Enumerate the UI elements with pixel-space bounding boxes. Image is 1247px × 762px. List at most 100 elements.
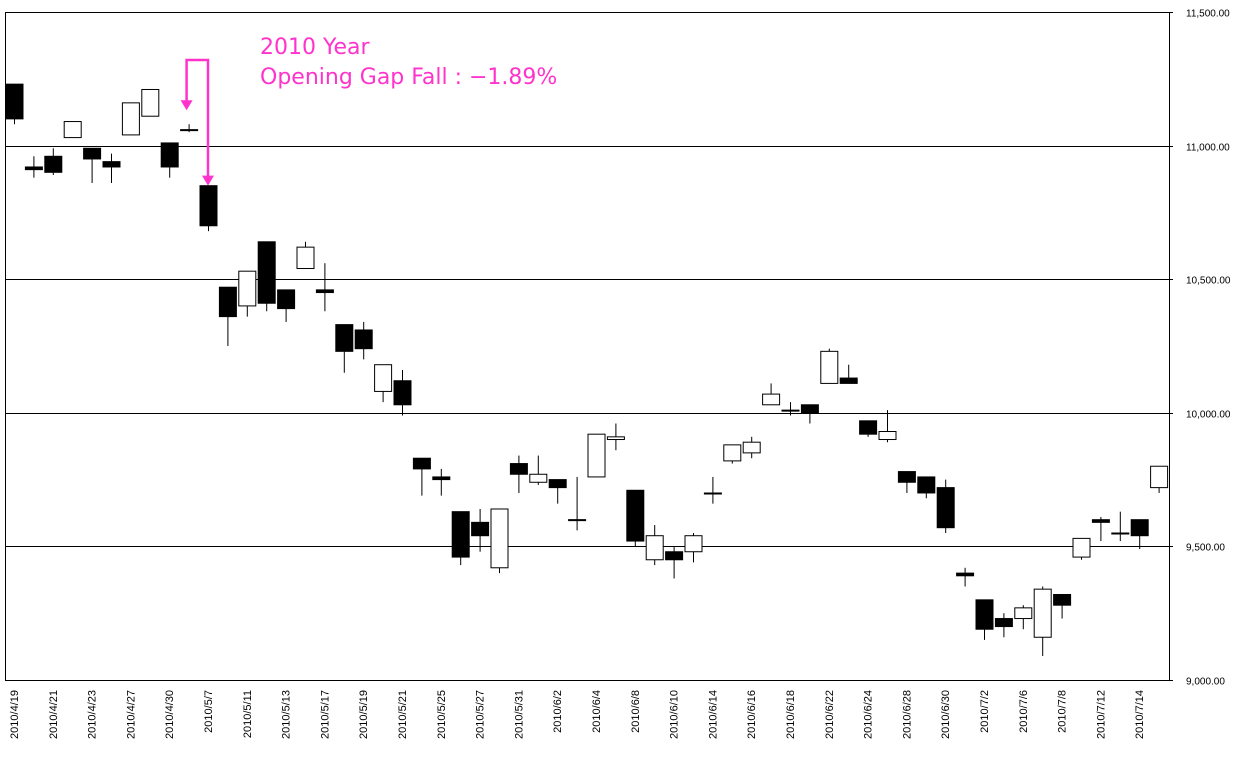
- candle: [1091, 517, 1110, 542]
- candle: [1111, 511, 1130, 542]
- x-axis-labels: 2010/4/19 2010/4/21 2010/4/23 2010/4/27 2010…: [9, 690, 1146, 739]
- candle: [44, 148, 63, 175]
- x-tick-label: 2010/4/27: [125, 690, 137, 739]
- candle-body: [529, 473, 548, 483]
- candle-body: [839, 377, 858, 384]
- y-axis-labels: 9,000.00 9,500.00 10,000.00 10,500.00 11,000…: [1186, 9, 1231, 688]
- candle-body: [859, 420, 878, 435]
- candle: [800, 404, 819, 424]
- x-tick-label: 2010/5/31: [513, 690, 525, 739]
- candle-body: [102, 161, 121, 168]
- candle: [859, 420, 878, 437]
- candle-body: [897, 471, 916, 483]
- candle-body: [800, 404, 819, 414]
- gap-bracket: [185, 58, 210, 184]
- candle-body: [742, 441, 761, 454]
- candle: [839, 364, 858, 384]
- candle-body: [820, 350, 839, 384]
- candle-body: [83, 147, 102, 160]
- arrow-head-right: [202, 175, 214, 186]
- candle: [354, 321, 373, 360]
- y-tick-label: 10,000.00: [1186, 410, 1231, 421]
- candle-body: [606, 436, 625, 441]
- x-tick-label: 2010/6/22: [824, 690, 836, 739]
- candle: [160, 142, 179, 178]
- candle: [315, 263, 334, 312]
- x-tick-label: 2010/6/16: [746, 690, 758, 739]
- candle-body: [723, 444, 742, 462]
- x-tick-label: 2010/5/27: [475, 690, 487, 739]
- x-tick-label: 2010/5/11: [242, 690, 254, 738]
- candle: [218, 286, 237, 346]
- x-tick-label: 2010/5/7: [203, 690, 215, 733]
- x-tick-label: 2010/4/23: [87, 690, 99, 739]
- y-tick-label: 11,500.00: [1186, 9, 1230, 20]
- candle-body: [354, 329, 373, 350]
- candle: [509, 455, 528, 493]
- candle: [781, 402, 800, 416]
- candle: [83, 147, 102, 184]
- candle-body: [393, 380, 412, 406]
- x-tick-label: 2010/6/8: [630, 690, 642, 733]
- candle-body: [878, 431, 897, 441]
- candle-body: [121, 102, 140, 136]
- x-tick-label: 2010/5/13: [281, 690, 293, 739]
- x-tick-label: 2010/4/19: [9, 690, 21, 739]
- x-tick-label: 2010/5/19: [358, 690, 370, 739]
- candle-body: [296, 246, 315, 270]
- candle: [102, 153, 121, 184]
- candle-body: [1150, 465, 1169, 489]
- candle-body: [1033, 588, 1052, 638]
- candle: [1072, 537, 1091, 560]
- arrow-head-left: [180, 100, 193, 111]
- candle: [645, 525, 664, 566]
- candle: [335, 324, 354, 373]
- candle: [199, 185, 218, 232]
- candle-body: [412, 457, 431, 470]
- plot-area: [5, 12, 1170, 681]
- candle-body: [994, 618, 1013, 628]
- candle-body: [218, 286, 237, 318]
- candle-body: [335, 324, 354, 352]
- candle: [723, 444, 742, 464]
- candle: [548, 479, 567, 504]
- candle: [141, 88, 160, 117]
- candle-body: [956, 572, 975, 577]
- x-tick-label: 2010/6/18: [785, 690, 797, 739]
- candle-body: [626, 489, 645, 542]
- candle: [238, 270, 257, 317]
- candle-body: [1053, 593, 1072, 606]
- gap-arrows: [180, 58, 214, 186]
- candle-body: [548, 479, 567, 489]
- candle: [917, 476, 936, 499]
- candle: [296, 241, 315, 270]
- candle-body: [1014, 607, 1033, 620]
- candle-body: [432, 476, 451, 481]
- candle: [121, 102, 140, 136]
- x-tick-label: 2010/7/8: [1057, 690, 1069, 733]
- candle-body: [490, 508, 509, 569]
- candle-body: [5, 83, 24, 120]
- candle-body: [975, 599, 994, 630]
- x-tick-label: 2010/5/25: [436, 690, 448, 739]
- candle: [742, 436, 761, 459]
- x-tick-label: 2010/7/6: [1018, 690, 1030, 733]
- candle: [568, 476, 587, 531]
- candle: [490, 508, 509, 574]
- y-tick-label: 11,000.00: [1186, 143, 1230, 154]
- candle: [257, 241, 276, 312]
- candle: [587, 433, 606, 478]
- candle: [994, 613, 1013, 638]
- annotation-title: 2010 Year: [260, 35, 370, 60]
- candle: [412, 457, 431, 496]
- x-tick-label: 2010/4/21: [48, 690, 60, 739]
- candle-body: [917, 476, 936, 494]
- x-tick-label: 2010/6/10: [669, 690, 681, 739]
- x-tick-label: 2010/7/12: [1095, 690, 1107, 739]
- candle-body: [1091, 519, 1110, 523]
- candle: [63, 121, 82, 139]
- grid-lines: [5, 12, 1173, 681]
- candle-body: [587, 433, 606, 478]
- candle-body: [374, 364, 393, 392]
